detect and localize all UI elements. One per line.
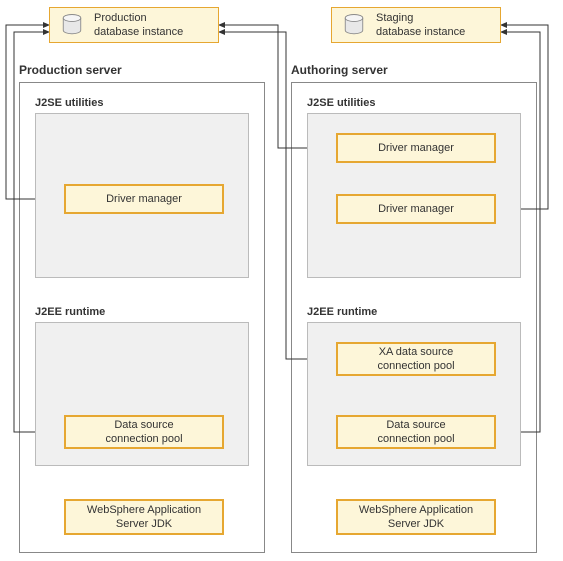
- staging-database-label: Stagingdatabase instance: [376, 11, 465, 40]
- auth-websphere-jdk: WebSphere ApplicationServer JDK: [336, 499, 496, 535]
- prod-connection-pool: Data sourceconnection pool: [64, 415, 224, 449]
- auth-j2ee-label: J2EE runtime: [307, 306, 377, 318]
- production-database-label: Productiondatabase instance: [94, 11, 183, 40]
- prod-j2ee-label: J2EE runtime: [35, 306, 105, 318]
- auth-connection-pool: Data sourceconnection pool: [336, 415, 496, 449]
- auth-j2se-label: J2SE utilities: [307, 97, 375, 109]
- auth-driver-manager-2: Driver manager: [336, 194, 496, 224]
- authoring-server-label: Authoring server: [291, 63, 388, 77]
- database-icon: [58, 11, 86, 39]
- prod-j2se-label: J2SE utilities: [35, 97, 103, 109]
- prod-websphere-jdk: WebSphere ApplicationServer JDK: [64, 499, 224, 535]
- auth-xa-connection-pool: XA data sourceconnection pool: [336, 342, 496, 376]
- auth-driver-manager-1: Driver manager: [336, 133, 496, 163]
- architecture-diagram: { "databases": { "production": { "label"…: [0, 0, 563, 561]
- staging-database-box: Stagingdatabase instance: [331, 7, 501, 43]
- prod-driver-manager: Driver manager: [64, 184, 224, 214]
- production-database-box: Productiondatabase instance: [49, 7, 219, 43]
- database-icon: [340, 11, 368, 39]
- production-server-label: Production server: [19, 63, 122, 77]
